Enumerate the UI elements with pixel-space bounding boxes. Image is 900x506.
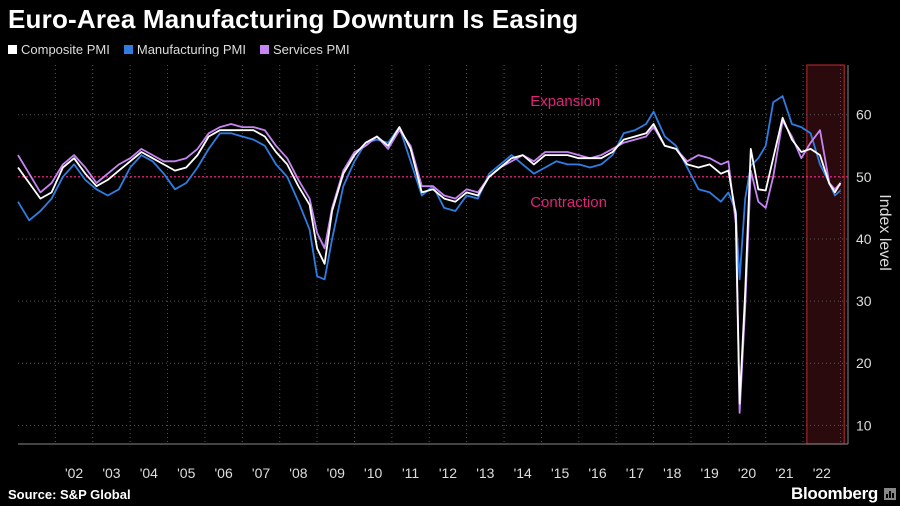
x-tick-label: '22: [813, 465, 831, 481]
y-tick-label: 30: [856, 293, 872, 309]
y-tick-label: 10: [856, 417, 872, 433]
series-line-composite: [17, 116, 842, 405]
legend-label-composite: Composite PMI: [21, 42, 110, 57]
x-tick-label: '07: [252, 465, 270, 481]
legend-label-services: Services PMI: [272, 42, 350, 57]
x-tick-label: '09: [327, 465, 345, 481]
x-tick-label: '08: [289, 465, 307, 481]
x-tick-label: '04: [140, 465, 158, 481]
x-tick-label: '06: [215, 465, 233, 481]
x-tick-label: '05: [177, 465, 195, 481]
y-axis-label: Index level: [876, 194, 893, 271]
x-tick-label: '20: [738, 465, 756, 481]
y-tick-label: 50: [856, 169, 872, 185]
x-tick-label: '03: [102, 465, 120, 481]
expansion-label: Expansion: [530, 93, 600, 110]
y-tick-label: 20: [856, 355, 872, 371]
x-tick-label: '02: [65, 465, 83, 481]
legend-item-manufacturing: Manufacturing PMI: [123, 42, 246, 57]
legend-item-services: Services PMI: [259, 42, 350, 57]
x-tick-label: '15: [551, 465, 569, 481]
legend-label-manufacturing: Manufacturing PMI: [136, 42, 246, 57]
x-tick-label: '13: [476, 465, 494, 481]
chart-title: Euro-Area Manufacturing Downturn Is Easi…: [8, 4, 579, 34]
x-tick-label: '18: [663, 465, 681, 481]
x-tick-label: '11: [402, 465, 419, 481]
y-tick-label: 60: [856, 107, 872, 123]
brand-logo: Bloomberg: [790, 484, 878, 503]
chart-icon: [884, 488, 896, 500]
x-tick-label: '17: [626, 465, 644, 481]
x-tick-label: '10: [364, 465, 382, 481]
source-note: Source: S&P Global: [8, 487, 131, 502]
legend: Composite PMI Manufacturing PMI Services…: [8, 42, 350, 57]
x-tick-label: '14: [514, 465, 532, 481]
x-tick-label: '16: [588, 465, 606, 481]
x-tick-label: '12: [439, 465, 457, 481]
series-line-manufacturing: [17, 95, 842, 281]
contraction-label: Contraction: [530, 194, 607, 211]
legend-swatch-services: [259, 45, 269, 54]
x-tick-label: '21: [775, 465, 793, 481]
y-tick-label: 40: [856, 231, 872, 247]
highlight-region: [806, 64, 845, 445]
x-tick-label: '19: [701, 465, 719, 481]
legend-swatch-composite: [8, 45, 17, 54]
legend-swatch-manufacturing: [123, 45, 133, 54]
legend-item-composite: Composite PMI: [8, 42, 110, 57]
